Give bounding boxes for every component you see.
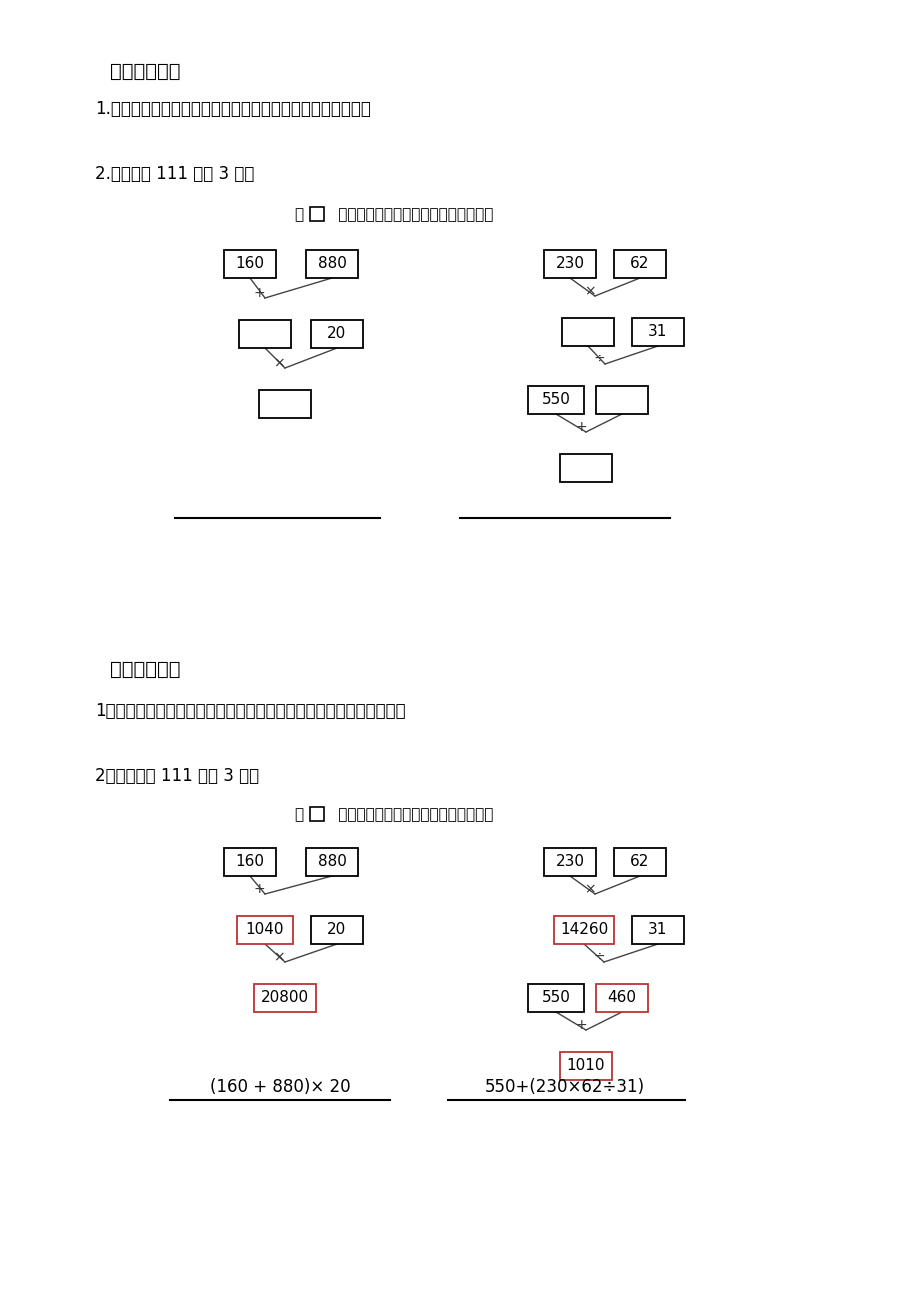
Bar	[310, 807, 323, 822]
Text: 160: 160	[235, 854, 265, 870]
Text: ÷: ÷	[593, 352, 604, 366]
Text: +: +	[253, 286, 265, 299]
Bar	[311, 320, 363, 348]
Text: 20: 20	[327, 327, 346, 341]
Bar	[254, 984, 315, 1012]
Text: 20800: 20800	[261, 991, 309, 1005]
Text: 550: 550	[541, 392, 570, 408]
Bar	[560, 1052, 611, 1079]
Text: 14260: 14260	[560, 923, 607, 937]
Text: 1．答案不唯一，四个故事分别用加法、减法、乘法、除法解决即可。: 1．答案不唯一，四个故事分别用加法、减法、乘法、除法解决即可。	[95, 702, 405, 720]
Bar	[306, 848, 357, 876]
Text: ×: ×	[273, 355, 285, 370]
Text: 【参考答案】: 【参考答案】	[110, 660, 180, 680]
Bar	[596, 984, 647, 1012]
Bar	[631, 917, 683, 944]
Text: 230: 230	[555, 256, 584, 272]
Text: 31: 31	[648, 324, 667, 340]
Text: 160: 160	[235, 256, 265, 272]
Text: 230: 230	[555, 854, 584, 870]
Text: 1010: 1010	[566, 1059, 605, 1074]
Bar	[613, 250, 665, 279]
Text: 2.数学书第 111 页第 3 题。: 2.数学书第 111 页第 3 题。	[95, 165, 254, 184]
Text: 62: 62	[630, 854, 649, 870]
Text: 31: 31	[648, 923, 667, 937]
Text: ×: ×	[584, 881, 596, 896]
Text: +: +	[574, 421, 586, 434]
Text: 1040: 1040	[245, 923, 284, 937]
Bar	[560, 454, 611, 482]
Text: 里填上适当的数，然后列出综合算式。: 里填上适当的数，然后列出综合算式。	[333, 807, 493, 822]
Text: 里填上适当的数，然后列出综合算式。: 里填上适当的数，然后列出综合算式。	[333, 207, 493, 223]
Text: +: +	[253, 881, 265, 896]
Text: 550+(230×62÷31): 550+(230×62÷31)	[484, 1078, 644, 1096]
Bar	[543, 250, 596, 279]
Text: 460: 460	[607, 991, 636, 1005]
Text: 2．数学书第 111 页第 3 题。: 2．数学书第 111 页第 3 题。	[95, 767, 259, 785]
Text: 880: 880	[317, 256, 346, 272]
Bar	[613, 848, 665, 876]
Text: 880: 880	[317, 854, 346, 870]
Text: 550: 550	[541, 991, 570, 1005]
Text: ×: ×	[584, 284, 596, 298]
Bar	[596, 385, 647, 414]
Text: 20: 20	[327, 923, 346, 937]
Bar	[528, 385, 584, 414]
Text: 在: 在	[295, 807, 309, 822]
Bar	[528, 984, 584, 1012]
Bar	[237, 917, 292, 944]
Text: 1.请你分别根据加法、减法、乘法、除法的意义讲讲小故事。: 1.请你分别根据加法、减法、乘法、除法的意义讲讲小故事。	[95, 100, 370, 118]
Bar	[310, 207, 323, 221]
Text: +: +	[574, 1018, 586, 1032]
Bar	[543, 848, 596, 876]
Text: ×: ×	[273, 950, 285, 963]
Bar	[311, 917, 363, 944]
Bar	[562, 318, 613, 346]
Bar	[239, 320, 290, 348]
Bar	[259, 391, 311, 418]
Bar	[553, 917, 613, 944]
Text: 62: 62	[630, 256, 649, 272]
Bar	[223, 250, 276, 279]
Text: 在: 在	[295, 207, 309, 223]
Bar	[631, 318, 683, 346]
Text: ÷: ÷	[593, 950, 604, 963]
Bar	[223, 848, 276, 876]
Bar	[306, 250, 357, 279]
Text: (160 + 880)× 20: (160 + 880)× 20	[210, 1078, 350, 1096]
Text: 【课后作业】: 【课后作业】	[110, 62, 180, 81]
